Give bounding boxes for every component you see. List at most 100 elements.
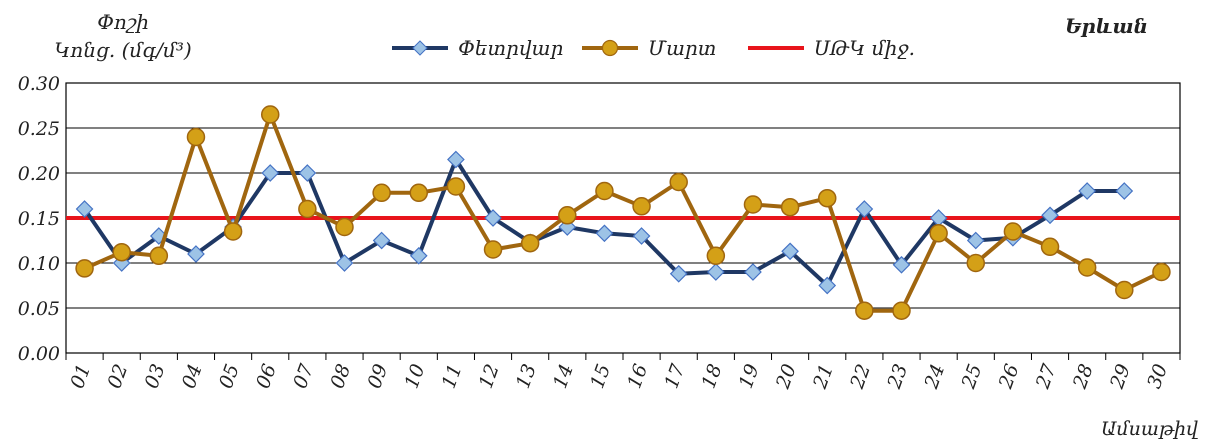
x-tick-label-02: 02 xyxy=(103,361,132,391)
y-tick-label-0: 0.00 xyxy=(18,343,60,365)
point-1-17 xyxy=(669,172,688,192)
y-tick-label-6: 0.30 xyxy=(18,73,60,95)
point-1-14 xyxy=(558,206,577,225)
point-0-23 xyxy=(892,255,911,274)
point-0-11 xyxy=(447,150,465,169)
y-axis-label-line1: Փոշի xyxy=(97,10,149,34)
point-1-16 xyxy=(632,197,651,216)
point-0-16 xyxy=(632,227,651,245)
point-1-25 xyxy=(966,253,986,273)
point-1-18 xyxy=(706,246,726,266)
point-0-21 xyxy=(818,276,837,295)
point-1-20 xyxy=(780,197,800,217)
point-0-09 xyxy=(372,231,391,250)
point-0-06 xyxy=(261,164,280,182)
x-tick-label-21: 21 xyxy=(809,361,838,392)
point-0-29 xyxy=(1115,182,1134,200)
x-tick-label-23: 23 xyxy=(883,361,912,392)
series-line-1 xyxy=(83,112,1163,313)
x-tick-label-01: 01 xyxy=(66,361,95,391)
point-1-07 xyxy=(298,199,317,219)
legend-label-1: Մարտ xyxy=(648,36,716,60)
legend-marker-1 xyxy=(601,39,619,57)
x-tick-label-25: 25 xyxy=(957,361,986,392)
x-tick-label-16: 16 xyxy=(623,361,652,391)
point-0-27 xyxy=(1041,206,1059,225)
point-1-24 xyxy=(929,224,948,243)
point-1-29 xyxy=(1115,280,1134,300)
point-1-28 xyxy=(1077,258,1097,277)
y-tick-label-1: 0.05 xyxy=(18,298,60,320)
point-1-21 xyxy=(817,188,837,208)
point-1-10 xyxy=(409,183,429,203)
point-1-12 xyxy=(483,240,503,259)
x-tick-label-22: 22 xyxy=(846,361,875,392)
x-tick-label-27: 27 xyxy=(1031,360,1061,392)
x-tick-label-05: 05 xyxy=(215,361,244,391)
point-1-26 xyxy=(1003,222,1023,241)
point-0-12 xyxy=(484,209,502,227)
x-tick-label-10: 10 xyxy=(401,361,430,391)
point-0-19 xyxy=(744,263,762,281)
x-axis-label: Ամսաթիվ xyxy=(1101,418,1198,440)
x-tick-label-14: 14 xyxy=(549,361,578,391)
point-1-22 xyxy=(855,301,874,320)
point-1-05 xyxy=(223,222,243,241)
point-1-06 xyxy=(260,105,280,124)
x-tick-label-08: 08 xyxy=(326,361,355,391)
x-tick-label-09: 09 xyxy=(363,361,392,391)
point-0-22 xyxy=(855,200,874,218)
x-tick-label-04: 04 xyxy=(178,361,207,391)
point-1-19 xyxy=(743,195,763,214)
legend-label-2: ՍԹԿ միջ. xyxy=(814,36,915,60)
point-1-04 xyxy=(186,127,206,147)
x-tick-label-26: 26 xyxy=(994,361,1023,392)
series-layer xyxy=(75,105,1171,320)
point-0-28 xyxy=(1078,182,1097,200)
legend: Փետրվար Մարտ ՍԹԿ միջ. xyxy=(392,36,915,60)
point-1-30 xyxy=(1152,262,1171,282)
point-0-04 xyxy=(187,245,205,263)
x-tick-label-24: 24 xyxy=(920,361,949,392)
point-1-27 xyxy=(1040,237,1060,257)
legend-label-0: Փետրվար xyxy=(458,36,563,60)
point-1-08 xyxy=(335,217,354,237)
y-tick-label-5: 0.25 xyxy=(18,118,60,140)
legend-marker-0 xyxy=(412,40,428,56)
x-axis-ticks: 01 02 03 04 05 06 07 08 09 10 11 12 13 14 15 16 17 18 19 20… xyxy=(66,360,1172,392)
point-0-10 xyxy=(409,246,428,265)
x-tick-label-03: 03 xyxy=(141,361,170,391)
point-0-15 xyxy=(595,224,614,243)
x-tick-label-15: 15 xyxy=(586,361,615,391)
x-tick-label-30: 30 xyxy=(1143,361,1172,391)
y-axis-label: Փոշի Կոնց. (մգ/մ³) xyxy=(38,8,208,64)
point-1-13 xyxy=(520,233,540,253)
x-tick-label-11: 11 xyxy=(438,361,467,391)
x-tick-label-17: 17 xyxy=(660,360,689,391)
point-1-03 xyxy=(149,246,169,266)
x-tick-label-19: 19 xyxy=(735,361,764,391)
x-tick-label-28: 28 xyxy=(1069,361,1098,392)
point-0-18 xyxy=(706,263,725,281)
point-0-25 xyxy=(966,231,985,250)
point-1-11 xyxy=(446,177,466,196)
y-tick-label-3: 0.15 xyxy=(18,208,60,230)
y-axis-ticks: 0.00 0.05 0.10 0.15 0.20 0.25 0.30 xyxy=(18,73,60,365)
point-0-17 xyxy=(669,264,688,283)
point-1-23 xyxy=(892,301,911,320)
point-0-08 xyxy=(335,254,354,272)
x-tick-label-12: 12 xyxy=(475,361,504,391)
point-0-07 xyxy=(298,164,317,182)
series-1 xyxy=(75,105,1171,320)
point-1-09 xyxy=(372,183,391,203)
point-0-20 xyxy=(781,242,799,261)
x-tick-label-20: 20 xyxy=(772,361,801,392)
point-1-01 xyxy=(75,259,94,278)
x-tick-label-07: 07 xyxy=(289,360,318,391)
point-0-01 xyxy=(75,200,94,218)
x-tick-label-13: 13 xyxy=(512,361,541,391)
x-tick-label-06: 06 xyxy=(252,361,281,391)
location-label: Երևան xyxy=(1064,14,1148,38)
y-axis-label-line2: Կոնց. (մգ/մ³) xyxy=(54,38,192,62)
